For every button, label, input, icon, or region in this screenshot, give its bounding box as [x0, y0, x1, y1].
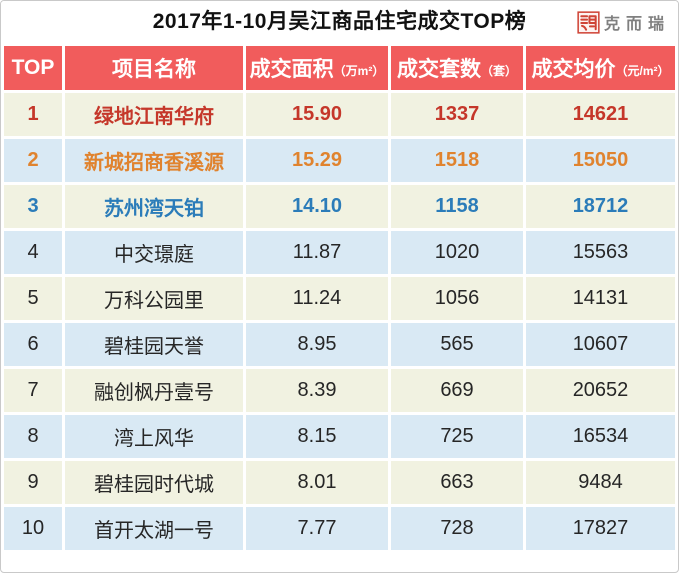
- table-row: 1 绿地江南华府 15.90 1337 14621: [4, 93, 675, 136]
- project-name-cell: 碧桂园时代城: [65, 461, 243, 504]
- title-bar: 2017年1-10月吴江商品住宅成交TOP榜 克而瑞: [1, 1, 678, 43]
- area-cell: 15.29: [246, 139, 388, 182]
- rank-cell: 1: [4, 93, 62, 136]
- units-sold-cell: 1020: [391, 231, 523, 274]
- table-row: 6 碧桂园天誉 8.95 565 10607: [4, 323, 675, 366]
- area-cell: 8.01: [246, 461, 388, 504]
- area-cell: 7.77: [246, 507, 388, 550]
- project-name-cell: 中交璟庭: [65, 231, 243, 274]
- rank-cell: 3: [4, 185, 62, 228]
- page-title: 2017年1-10月吴江商品住宅成交TOP榜: [152, 10, 527, 33]
- units-sold-cell: 725: [391, 415, 523, 458]
- header-units-sold-label: 成交套数: [396, 58, 481, 81]
- avg-price-cell: 14131: [526, 277, 675, 320]
- table-row: 8 湾上风华 8.15 725 16534: [4, 415, 675, 458]
- brand-name: 克而瑞: [603, 16, 670, 33]
- avg-price-cell: 14621: [526, 93, 675, 136]
- avg-price-cell: 10607: [526, 323, 675, 366]
- avg-price-cell: 9484: [526, 461, 675, 504]
- table-body: 1 绿地江南华府 15.90 1337 14621 2 新城招商香溪源 15.2…: [4, 93, 675, 550]
- rank-cell: 6: [4, 323, 62, 366]
- rank-cell: 10: [4, 507, 62, 550]
- area-cell: 14.10: [246, 185, 388, 228]
- project-name-cell: 融创枫丹壹号: [65, 369, 243, 412]
- avg-price-cell: 15563: [526, 231, 675, 274]
- project-name-cell: 首开太湖一号: [65, 507, 243, 550]
- header-units-sold: 成交套数（套）: [391, 46, 523, 90]
- rank-cell: 4: [4, 231, 62, 274]
- units-sold-cell: 728: [391, 507, 523, 550]
- table-row: 4 中交璟庭 11.87 1020 15563: [4, 231, 675, 274]
- units-sold-cell: 1518: [391, 139, 523, 182]
- avg-price-cell: 17827: [526, 507, 675, 550]
- cric-seal-icon: [577, 10, 600, 34]
- rank-cell: 2: [4, 139, 62, 182]
- project-name-cell: 湾上风华: [65, 415, 243, 458]
- project-name-cell: 新城招商香溪源: [65, 139, 243, 182]
- area-cell: 8.15: [246, 415, 388, 458]
- project-name-cell: 万科公园里: [65, 277, 243, 320]
- area-cell: 8.95: [246, 323, 388, 366]
- units-sold-cell: 1337: [391, 93, 523, 136]
- units-sold-cell: 663: [391, 461, 523, 504]
- header-area: 成交面积（万m²）: [246, 46, 388, 90]
- project-name-cell: 苏州湾天铂: [65, 185, 243, 228]
- area-cell: 15.90: [246, 93, 388, 136]
- header-avg-price: 成交均价（元/m²）: [526, 46, 675, 90]
- units-sold-cell: 1158: [391, 185, 523, 228]
- header-top: TOP: [4, 46, 62, 90]
- area-cell: 8.39: [246, 369, 388, 412]
- area-cell: 11.87: [246, 231, 388, 274]
- avg-price-cell: 16534: [526, 415, 675, 458]
- header-row: TOP 项目名称 成交面积（万m²） 成交套数（套） 成交均价（元/m²）: [4, 46, 675, 90]
- header-area-unit: （万m²）: [333, 64, 385, 78]
- header-area-label: 成交面积: [249, 58, 334, 81]
- table-row: 9 碧桂园时代城 8.01 663 9484: [4, 461, 675, 504]
- table-row: 3 苏州湾天铂 14.10 1158 18712: [4, 185, 675, 228]
- table-row: 10 首开太湖一号 7.77 728 17827: [4, 507, 675, 550]
- header-avg-price-label: 成交均价: [531, 58, 616, 81]
- avg-price-cell: 18712: [526, 185, 675, 228]
- header-project-name: 项目名称: [65, 46, 243, 90]
- rank-cell: 7: [4, 369, 62, 412]
- cric-logo: 克而瑞: [570, 10, 670, 34]
- header-avg-price-unit: （元/m²）: [615, 64, 670, 78]
- table-row: 5 万科公园里 11.24 1056 14131: [4, 277, 675, 320]
- avg-price-cell: 15050: [526, 139, 675, 182]
- area-cell: 11.24: [246, 277, 388, 320]
- header-project-name-label: 项目名称: [112, 58, 196, 81]
- rank-cell: 5: [4, 277, 62, 320]
- header-top-label: TOP: [11, 56, 55, 79]
- table-row: 2 新城招商香溪源 15.29 1518 15050: [4, 139, 675, 182]
- table-row: 7 融创枫丹壹号 8.39 669 20652: [4, 369, 675, 412]
- ranking-table: TOP 项目名称 成交面积（万m²） 成交套数（套） 成交均价（元/m²） 1 …: [1, 43, 678, 553]
- avg-price-cell: 20652: [526, 369, 675, 412]
- rank-cell: 8: [4, 415, 62, 458]
- project-name-cell: 碧桂园天誉: [65, 323, 243, 366]
- header-units-sold-unit: （套）: [480, 64, 517, 78]
- table-header: TOP 项目名称 成交面积（万m²） 成交套数（套） 成交均价（元/m²）: [4, 46, 675, 90]
- units-sold-cell: 1056: [391, 277, 523, 320]
- units-sold-cell: 565: [391, 323, 523, 366]
- project-name-cell: 绿地江南华府: [65, 93, 243, 136]
- units-sold-cell: 669: [391, 369, 523, 412]
- rank-cell: 9: [4, 461, 62, 504]
